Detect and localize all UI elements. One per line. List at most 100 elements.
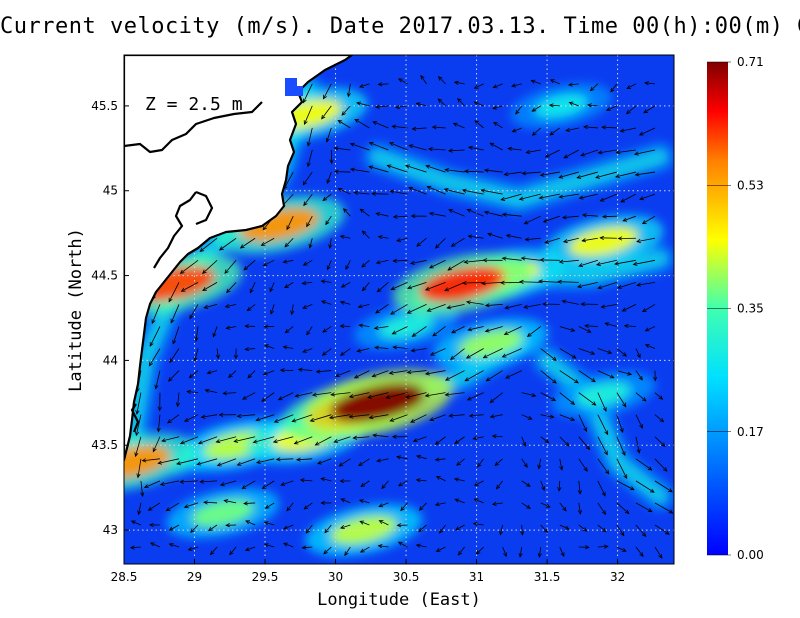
vector-arrow-73 bbox=[454, 498, 465, 504]
plot-frame bbox=[123, 54, 675, 565]
vector-arrow-191 bbox=[578, 414, 587, 433]
vector-arrow-33 bbox=[225, 523, 237, 528]
vector-arrow-211 bbox=[405, 392, 427, 399]
vector-arrow-265 bbox=[374, 345, 389, 350]
vector-arrow-51 bbox=[578, 524, 588, 532]
vector-arrow-546 bbox=[391, 124, 408, 129]
vector-arrow-418 bbox=[617, 236, 636, 241]
vector-arrow-121 bbox=[295, 457, 313, 462]
vector-arrow-139 bbox=[654, 458, 668, 472]
vector-arrow-548 bbox=[431, 125, 446, 130]
vector-arrow-104 bbox=[521, 480, 531, 487]
vector-arrow-550 bbox=[474, 120, 484, 129]
vector-arrow-615 bbox=[644, 81, 656, 86]
vector-arrow-578 bbox=[473, 101, 484, 107]
vector-arrow-176 bbox=[273, 414, 294, 423]
vector-arrow-0 bbox=[129, 545, 141, 550]
vector-arrow-431 bbox=[342, 208, 351, 217]
vector-arrow-162 bbox=[559, 436, 570, 447]
vector-arrow-526 bbox=[544, 149, 560, 158]
vector-arrow-142 bbox=[161, 436, 180, 443]
vector-arrow-417 bbox=[599, 235, 617, 241]
colorbar-tick-label-1: 0.53 bbox=[737, 178, 764, 192]
vector-arrow-391 bbox=[632, 259, 656, 266]
vector-arrow-352 bbox=[424, 281, 446, 291]
vector-arrow-52 bbox=[597, 524, 607, 533]
vector-arrow-503 bbox=[634, 171, 656, 177]
vector-arrow-76 bbox=[521, 502, 531, 509]
vector-arrow-385 bbox=[520, 256, 541, 261]
vector-arrow-154 bbox=[391, 434, 408, 439]
vector-arrow-381 bbox=[447, 259, 465, 271]
vector-arrow-465 bbox=[443, 188, 465, 195]
vector-arrow-371 bbox=[262, 259, 275, 267]
vector-arrow-44 bbox=[438, 524, 446, 534]
vector-arrow-416 bbox=[581, 237, 598, 243]
vector-arrow-90 bbox=[241, 480, 256, 489]
vector-arrow-10 bbox=[323, 546, 332, 555]
vector-arrow-553 bbox=[531, 127, 541, 136]
vector-arrow-438 bbox=[466, 208, 484, 217]
vector-arrow-557 bbox=[601, 125, 617, 130]
vector-arrow-462 bbox=[389, 189, 408, 195]
vector-arrow-2 bbox=[168, 543, 180, 548]
delta-marker-edge bbox=[297, 86, 303, 96]
vector-arrow-74 bbox=[473, 498, 484, 504]
vector-arrow-4 bbox=[209, 546, 218, 556]
y-tick-label-0: 43 bbox=[103, 523, 118, 537]
vector-arrow-284 bbox=[212, 326, 218, 338]
vector-arrow-158 bbox=[472, 436, 484, 441]
x-tick-label-7: 32 bbox=[610, 570, 625, 584]
x-tick-label-2: 29.5 bbox=[252, 570, 279, 584]
vector-arrow-274 bbox=[559, 348, 577, 359]
vector-arrow-415 bbox=[562, 237, 579, 244]
vector-arrow-183 bbox=[410, 414, 427, 423]
vector-arrow-28 bbox=[130, 520, 142, 526]
vector-arrow-374 bbox=[326, 260, 332, 271]
vector-arrow-442 bbox=[542, 215, 560, 223]
vector-arrow-19 bbox=[502, 546, 507, 558]
vector-arrow-293 bbox=[373, 325, 389, 330]
vector-arrow-227 bbox=[188, 370, 199, 379]
vector-arrow-339 bbox=[180, 282, 199, 292]
vector-arrow-254 bbox=[169, 348, 180, 364]
vector-arrow-602 bbox=[397, 78, 408, 85]
x-tick-label-5: 31 bbox=[469, 570, 484, 584]
vector-arrow-179 bbox=[328, 414, 351, 420]
vector-arrow-502 bbox=[614, 171, 637, 179]
vector-arrow-17 bbox=[457, 546, 465, 556]
vector-arrow-135 bbox=[578, 458, 588, 472]
vector-arrow-397 bbox=[218, 237, 237, 251]
vector-arrow-88 bbox=[199, 479, 218, 484]
vector-arrow-134 bbox=[559, 458, 564, 471]
vector-arrow-357 bbox=[518, 279, 541, 284]
vector-arrow-333 bbox=[600, 304, 617, 309]
vector-arrow-77 bbox=[540, 502, 551, 508]
vector-arrow-469 bbox=[518, 193, 541, 201]
vector-arrow-581 bbox=[531, 105, 541, 112]
vector-arrow-459 bbox=[337, 188, 351, 195]
vector-arrow-399 bbox=[260, 237, 275, 246]
vector-arrow-335 bbox=[641, 304, 656, 313]
vector-arrow-40 bbox=[359, 520, 370, 526]
vector-arrow-67 bbox=[340, 498, 351, 504]
vector-arrow-347 bbox=[340, 282, 351, 288]
vector-arrow-159 bbox=[491, 434, 503, 439]
vector-arrow-474 bbox=[620, 193, 637, 203]
vector-arrow-155 bbox=[412, 436, 427, 443]
vector-arrow-612 bbox=[589, 83, 599, 92]
vector-arrow-228 bbox=[206, 370, 218, 375]
vector-arrow-173 bbox=[218, 412, 237, 417]
vector-arrow-472 bbox=[578, 193, 598, 200]
vector-arrow-192 bbox=[597, 414, 609, 436]
vector-arrow-443 bbox=[561, 215, 579, 220]
vector-arrow-494 bbox=[463, 169, 484, 174]
vector-arrow-558 bbox=[619, 127, 637, 133]
vector-arrow-132 bbox=[521, 458, 528, 468]
vector-arrow-147 bbox=[252, 436, 275, 444]
vector-arrow-89 bbox=[219, 480, 237, 487]
vector-arrow-169 bbox=[156, 414, 161, 433]
vector-arrow-369 bbox=[224, 260, 237, 274]
vector-arrow-98 bbox=[398, 480, 408, 487]
vector-arrow-23 bbox=[578, 545, 590, 550]
